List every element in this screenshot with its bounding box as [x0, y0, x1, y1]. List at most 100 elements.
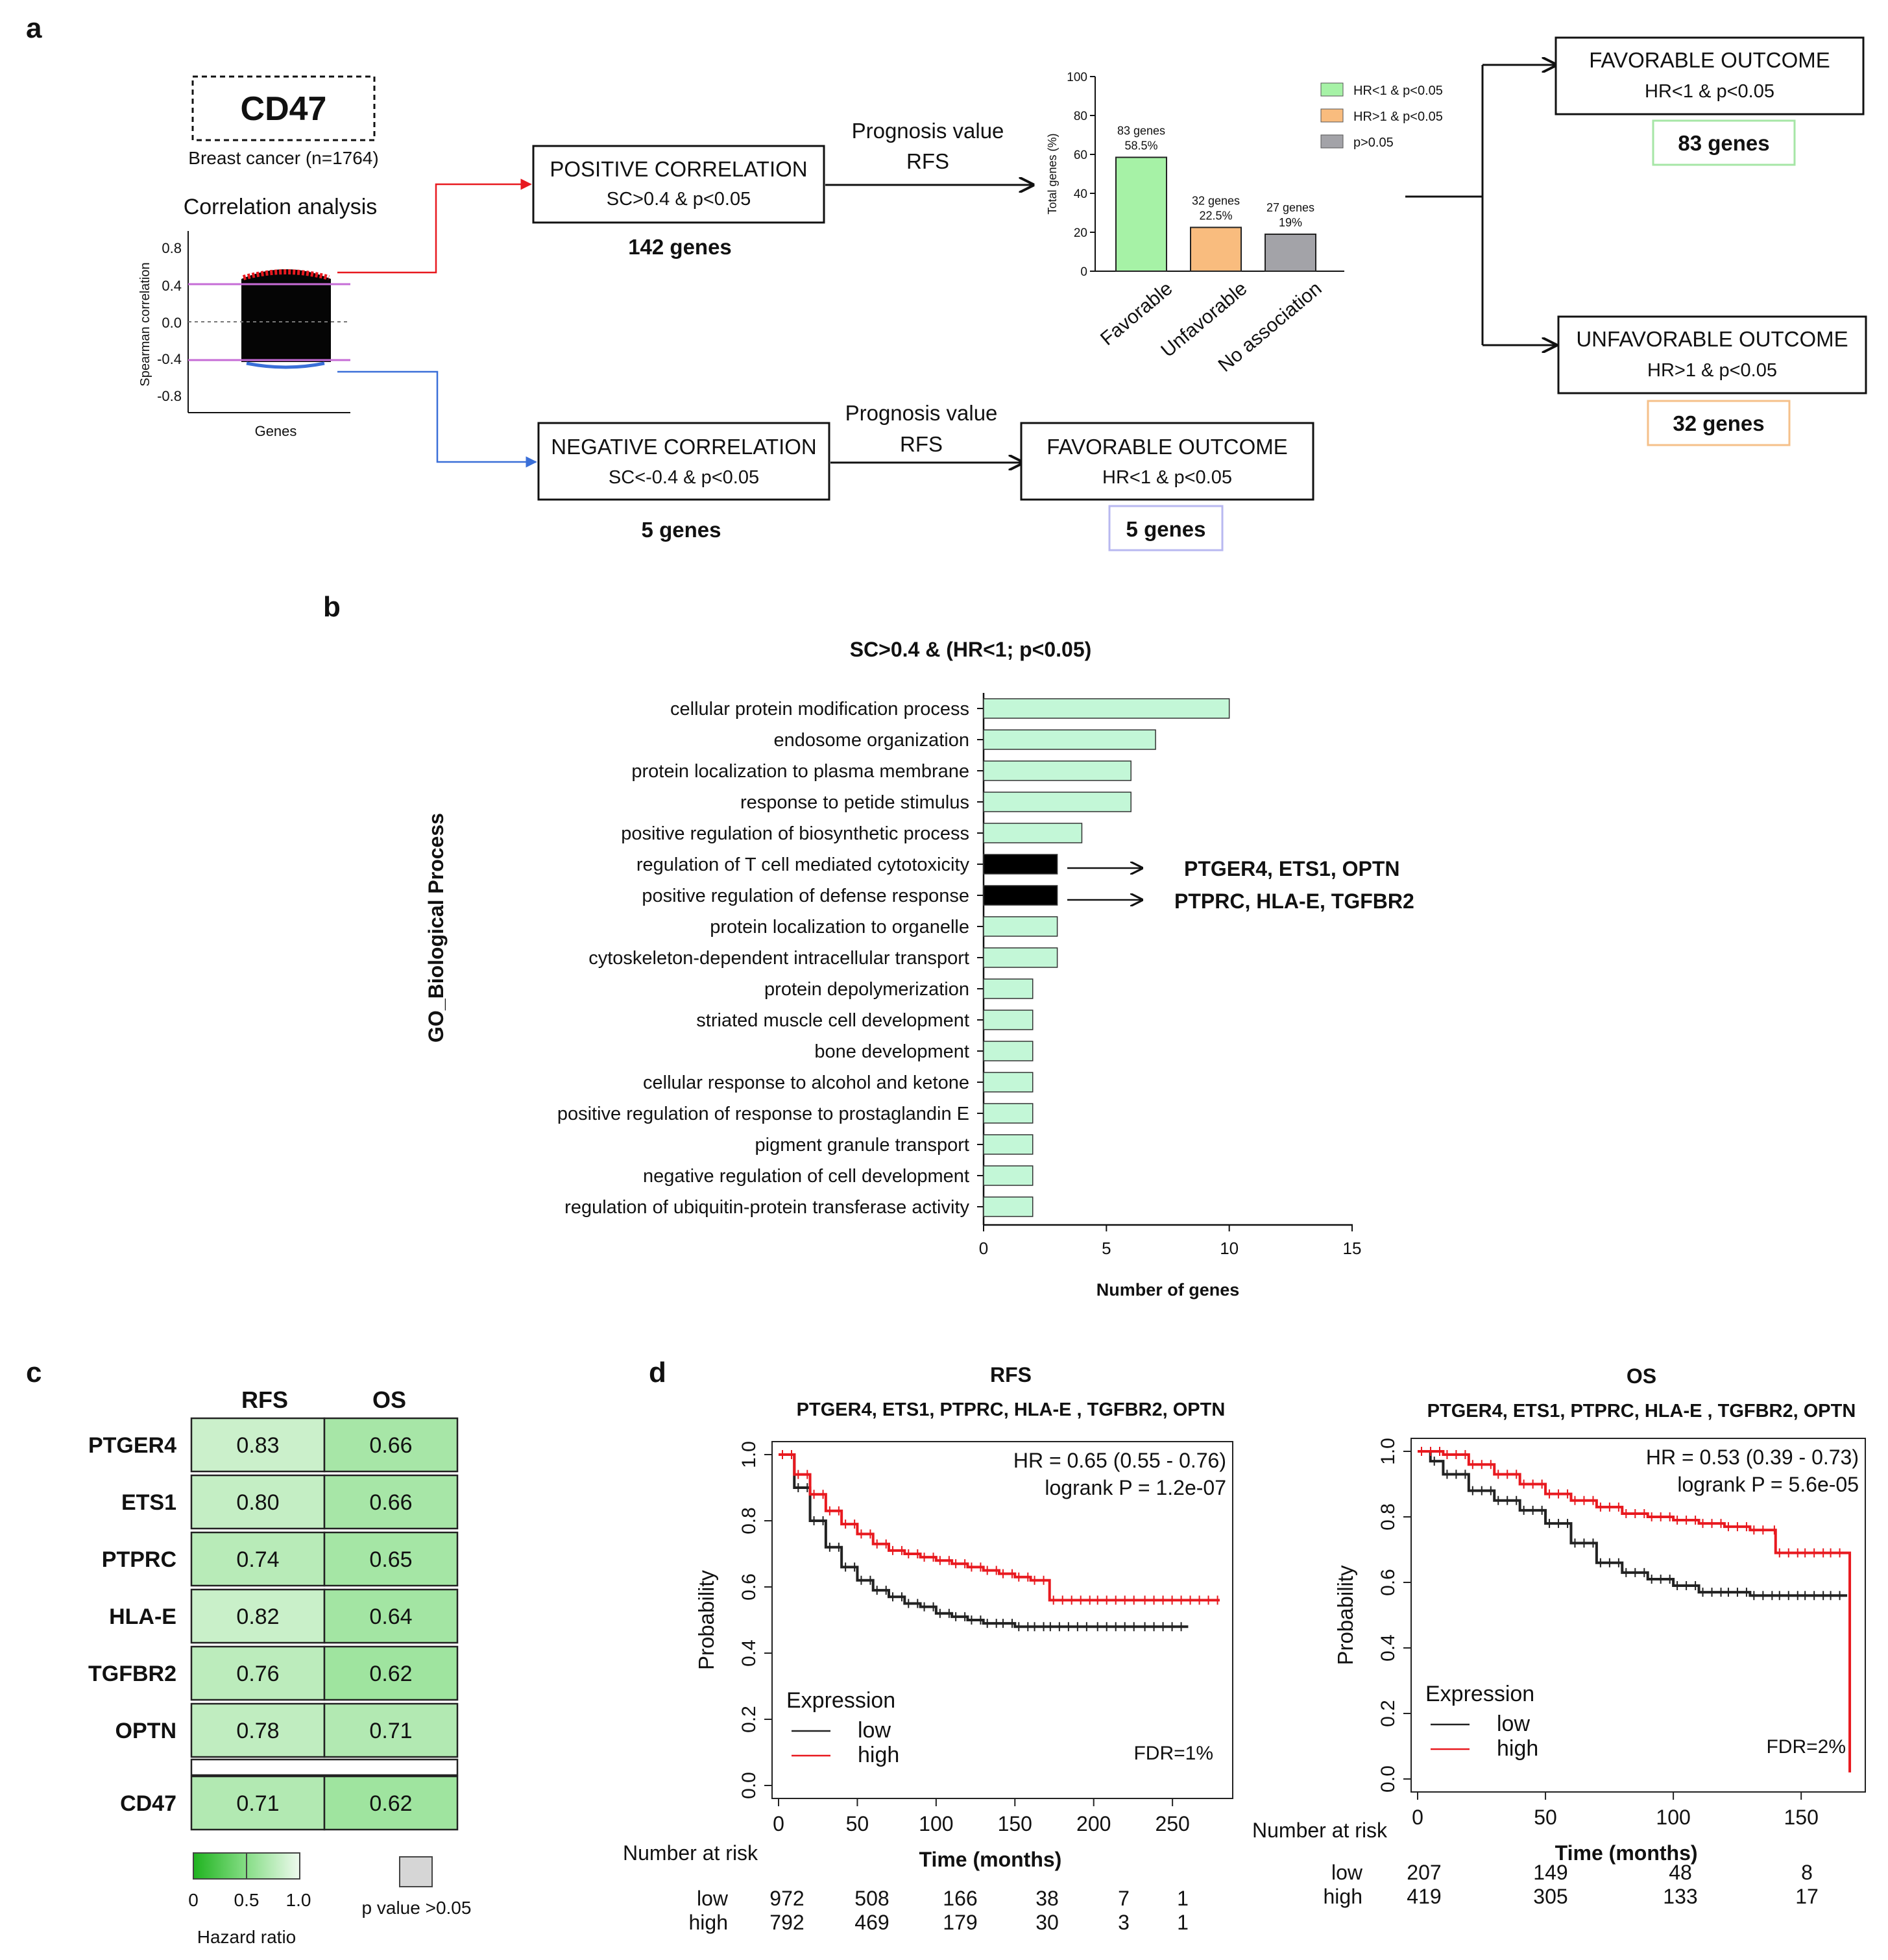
go-bar-highlight	[983, 854, 1058, 875]
panel-label-a: a	[26, 12, 42, 44]
km-ytick-label: 0.4	[738, 1639, 760, 1667]
heatmap-cell-rfs	[190, 1417, 326, 1473]
km-legend-label-high: high	[1497, 1736, 1538, 1761]
panel-c-heatmap: RFS OS 0 0.5 1.0 Hazard ratio p value >0…	[88, 1386, 472, 1947]
km-fdr: FDR=1%	[1133, 1743, 1213, 1764]
mini-ytick-label: 60	[1074, 149, 1087, 162]
corr-tick: 0.8	[162, 240, 182, 256]
legend-label: HR<1 & p<0.05	[1353, 84, 1443, 98]
panel-b-go-chart: SC>0.4 & (HR<1; p<0.05) GO_Biological Pr…	[424, 638, 1414, 1300]
km-frame	[1410, 1438, 1866, 1793]
heatmap-gene-label: HLA-E	[109, 1604, 176, 1629]
negative-correlation-box	[537, 422, 830, 501]
risk-count-high: 179	[943, 1911, 977, 1934]
km-xtick-label: 50	[846, 1812, 869, 1835]
go-xtick-label: 5	[1102, 1239, 1111, 1258]
km-xlabel: Time (months)	[919, 1848, 1061, 1871]
risk-count-high: 17	[1795, 1885, 1819, 1908]
mini-bar-pct: 22.5%	[1199, 210, 1232, 223]
go-bar	[983, 1103, 1034, 1124]
mini-ytick-label: 40	[1074, 188, 1087, 201]
km-ytick-label: 0.6	[738, 1573, 760, 1601]
cd47-title: CD47	[241, 90, 327, 128]
unfav-count-box	[1647, 400, 1791, 446]
positive-correlation-box	[532, 145, 825, 224]
legend-swatch-favorable	[1320, 82, 1344, 97]
km-stat-logrank: logrank P = 5.6e-05	[1677, 1473, 1859, 1496]
go-bar	[983, 1072, 1034, 1093]
km-ytick-label: 0.4	[1377, 1634, 1399, 1662]
risk-count-low: 8	[1801, 1861, 1813, 1884]
correlation-points	[241, 279, 331, 362]
km-stat-hr: HR = 0.53 (0.39 - 0.73)	[1646, 1446, 1859, 1469]
heatmap-value-rfs: 0.71	[236, 1791, 279, 1816]
go-bar	[983, 729, 1156, 750]
go-category-label: protein depolymerization	[764, 979, 969, 1000]
heatmap-gene-label: CD47	[120, 1791, 176, 1816]
go-category-label: response to petide stimulus	[740, 792, 969, 813]
go-bar	[983, 792, 1132, 812]
km-legend-label-low: low	[858, 1718, 891, 1743]
col-header-os: OS	[372, 1386, 406, 1413]
negative-title: NEGATIVE CORRELATION	[551, 435, 817, 459]
heatmap-gene-label: PTPRC	[102, 1547, 176, 1572]
go-category-label: positive regulation of response to prost…	[557, 1104, 969, 1124]
mini-bar	[1190, 226, 1242, 272]
heatmap-gene-label: OPTN	[115, 1719, 176, 1743]
mini-ytick-label: 0	[1080, 265, 1087, 279]
go-category-label: protein localization to organelle	[710, 917, 969, 938]
heatmap-spacer	[190, 1758, 459, 1776]
km-ytick-label: 1.0	[738, 1441, 760, 1468]
go-category-label: bone development	[814, 1041, 969, 1062]
risk-row-label-low: low	[1331, 1861, 1363, 1884]
fav-outcome-box	[1555, 36, 1865, 115]
annotation-genes-1: PTGER4, ETS1, OPTN	[1184, 857, 1400, 880]
km-subtitle: PTGER4, ETS1, PTPRC, HLA-E , TGFBR2, OPT…	[1427, 1401, 1856, 1422]
go-xtick-label: 0	[979, 1239, 988, 1258]
risk-count-low: 972	[769, 1887, 804, 1910]
negative-count: 5 genes	[642, 518, 721, 542]
mini-bar-pct: 58.5%	[1124, 139, 1157, 152]
km-curve-low	[1418, 1450, 1848, 1597]
km-plot-os: OS PTGER4, ETS1, PTPRC, HLA-E , TGFBR2, O…	[1252, 1364, 1866, 1908]
km-ytick-label: 1.0	[1377, 1438, 1399, 1465]
km-xtick-label: 150	[998, 1812, 1032, 1835]
go-bar	[983, 1010, 1034, 1030]
unfav-outcome-criteria: HR>1 & p<0.05	[1647, 360, 1777, 381]
prognosis-label-bottom: Prognosis value	[845, 401, 998, 425]
heatmap-value-os: 0.62	[369, 1791, 412, 1816]
correlation-ylabel: Spearman correlation	[138, 262, 152, 386]
unfav-outcome-count: 32 genes	[1673, 411, 1764, 435]
prognosis-label-top: Prognosis value	[852, 119, 1004, 143]
km-censor-high	[782, 1450, 1218, 1605]
pvalue-swatch	[399, 1856, 433, 1887]
km-subtitle: PTGER4, ETS1, PTPRC, HLA-E , TGFBR2, OPT…	[797, 1399, 1226, 1420]
km-fdr: FDR=2%	[1766, 1736, 1846, 1758]
heatmap-cell-rfs	[190, 1531, 326, 1587]
panel-a: CD47 Breast cancer (n=1764) Correlation …	[138, 36, 1867, 551]
corr-tick: -0.4	[157, 351, 182, 367]
risk-count-high: 305	[1533, 1885, 1567, 1908]
scale-tick: 0	[188, 1890, 199, 1910]
km-title: RFS	[990, 1363, 1032, 1386]
risk-count-low: 1	[1177, 1887, 1189, 1910]
go-bar	[983, 947, 1058, 968]
panel-label-d: d	[649, 1357, 666, 1388]
risk-count-high: 30	[1035, 1911, 1059, 1934]
risk-count-low: 166	[943, 1887, 977, 1910]
corr-tick: -0.8	[157, 388, 182, 404]
km-legend-title: Expression	[1425, 1682, 1534, 1706]
km-xtick-label: 50	[1534, 1806, 1557, 1829]
mini-ylabel: Total genes (%)	[1046, 133, 1059, 214]
heatmap-gene-label: PTGER4	[88, 1433, 176, 1458]
risk-row-label-high: high	[1324, 1885, 1363, 1908]
risk-count-low: 48	[1669, 1861, 1692, 1884]
legend-label: p>0.05	[1353, 136, 1394, 150]
go-xlabel: Number of genes	[1096, 1280, 1240, 1300]
fav-count-box	[1652, 119, 1796, 166]
go-bar	[983, 1041, 1034, 1061]
go-bar	[983, 1196, 1034, 1217]
go-bar	[983, 1165, 1034, 1186]
positive-count: 142 genes	[628, 235, 732, 259]
heatmap-value-os: 0.66	[369, 1490, 412, 1515]
